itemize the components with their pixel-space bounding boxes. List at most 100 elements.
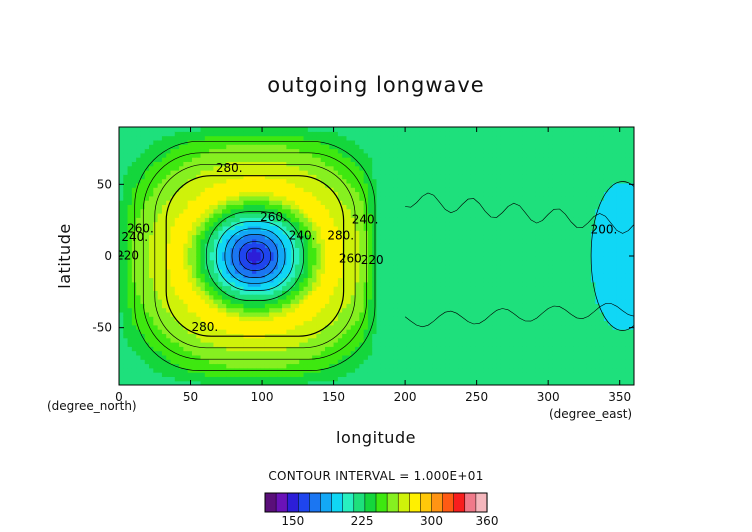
field-cell: [389, 221, 395, 227]
field-cell: [191, 286, 197, 291]
field-cell: [355, 213, 360, 218]
field-cell: [290, 350, 296, 356]
field-cell: [209, 200, 215, 205]
field-cell: [423, 342, 429, 347]
field-cell: [183, 303, 189, 309]
field-cell: [359, 294, 365, 300]
field-cell: [131, 195, 137, 201]
field-cell: [329, 277, 335, 283]
field-cell: [363, 346, 369, 352]
field-cell: [333, 286, 339, 291]
field-cell: [140, 320, 146, 326]
field-cell: [470, 359, 476, 365]
field-cell: [187, 260, 193, 266]
field-cell: [397, 316, 403, 322]
field-cell: [355, 359, 360, 365]
field-cell: [174, 268, 180, 274]
field-cell: [157, 238, 163, 244]
field-cell: [380, 316, 386, 322]
field-cell: [209, 178, 215, 184]
field-cell: [286, 195, 292, 201]
field-cell: [415, 127, 421, 132]
field-cell: [380, 311, 386, 317]
field-cell: [325, 290, 330, 296]
field-cell: [191, 213, 197, 218]
field-cell: [157, 251, 163, 257]
field-cell: [449, 187, 455, 193]
field-cell: [226, 264, 232, 270]
field-cell: [157, 200, 163, 205]
field-cell: [320, 350, 326, 356]
field-cell: [127, 200, 133, 205]
field-cell: [393, 376, 399, 382]
field-cell: [294, 324, 300, 330]
field-cell: [428, 354, 433, 360]
field-cell: [380, 307, 386, 313]
field-cell: [475, 174, 481, 180]
field-cell: [153, 367, 159, 373]
field-cell: [131, 264, 137, 270]
field-cell: [179, 316, 184, 322]
field-cell: [260, 380, 266, 385]
field-cell: [204, 161, 210, 167]
field-cell: [385, 208, 390, 214]
field-cell: [397, 337, 403, 343]
field-cell: [166, 170, 172, 175]
field-cell: [440, 238, 446, 244]
field-cell: [282, 135, 287, 141]
field-cell: [166, 208, 172, 214]
field-cell: [316, 187, 322, 193]
field-cell: [406, 225, 412, 231]
field-cell: [269, 157, 275, 162]
field-cell: [256, 243, 262, 248]
field-cell: [131, 316, 137, 322]
field-cell: [415, 286, 421, 291]
field-cell: [329, 139, 335, 145]
field-cell: [290, 225, 296, 231]
field-cell: [376, 346, 382, 352]
field-cell: [440, 372, 446, 377]
field-cell: [157, 234, 163, 240]
field-cell: [423, 208, 429, 214]
field-cell: [316, 316, 322, 322]
field-cell: [161, 337, 167, 343]
field-cell: [191, 256, 197, 261]
field-cell: [299, 277, 305, 283]
field-cell: [183, 131, 189, 137]
field-cell: [234, 139, 240, 145]
field-cell: [191, 372, 197, 377]
field-cell: [397, 182, 403, 188]
field-cell: [320, 363, 326, 369]
field-cell: [123, 299, 129, 304]
field-cell: [376, 243, 382, 248]
field-cell: [402, 316, 408, 322]
field-cell: [260, 144, 266, 150]
field-cell: [217, 208, 223, 214]
field-cell: [419, 329, 425, 334]
field-cell: [458, 320, 463, 326]
field-cell: [397, 307, 403, 313]
field-cell: [234, 243, 240, 248]
field-cell: [123, 354, 129, 360]
field-cell: [222, 324, 227, 330]
field-cell: [123, 238, 129, 244]
field-cell: [466, 299, 472, 304]
field-cell: [376, 256, 382, 261]
field-cell: [144, 299, 150, 304]
field-cell: [144, 372, 150, 377]
field-cell: [402, 307, 408, 313]
field-cell: [239, 273, 245, 279]
field-cell: [239, 359, 245, 365]
field-cell: [402, 247, 408, 253]
field-cell: [470, 170, 476, 175]
field-cell: [119, 337, 124, 343]
field-cell: [136, 256, 142, 261]
field-cell: [453, 144, 459, 150]
field-cell: [415, 178, 421, 184]
field-cell: [363, 277, 369, 283]
field-cell: [436, 195, 442, 201]
field-cell: [252, 144, 257, 150]
field-cell: [200, 277, 206, 283]
field-cell: [359, 152, 365, 158]
field-cell: [376, 234, 382, 240]
